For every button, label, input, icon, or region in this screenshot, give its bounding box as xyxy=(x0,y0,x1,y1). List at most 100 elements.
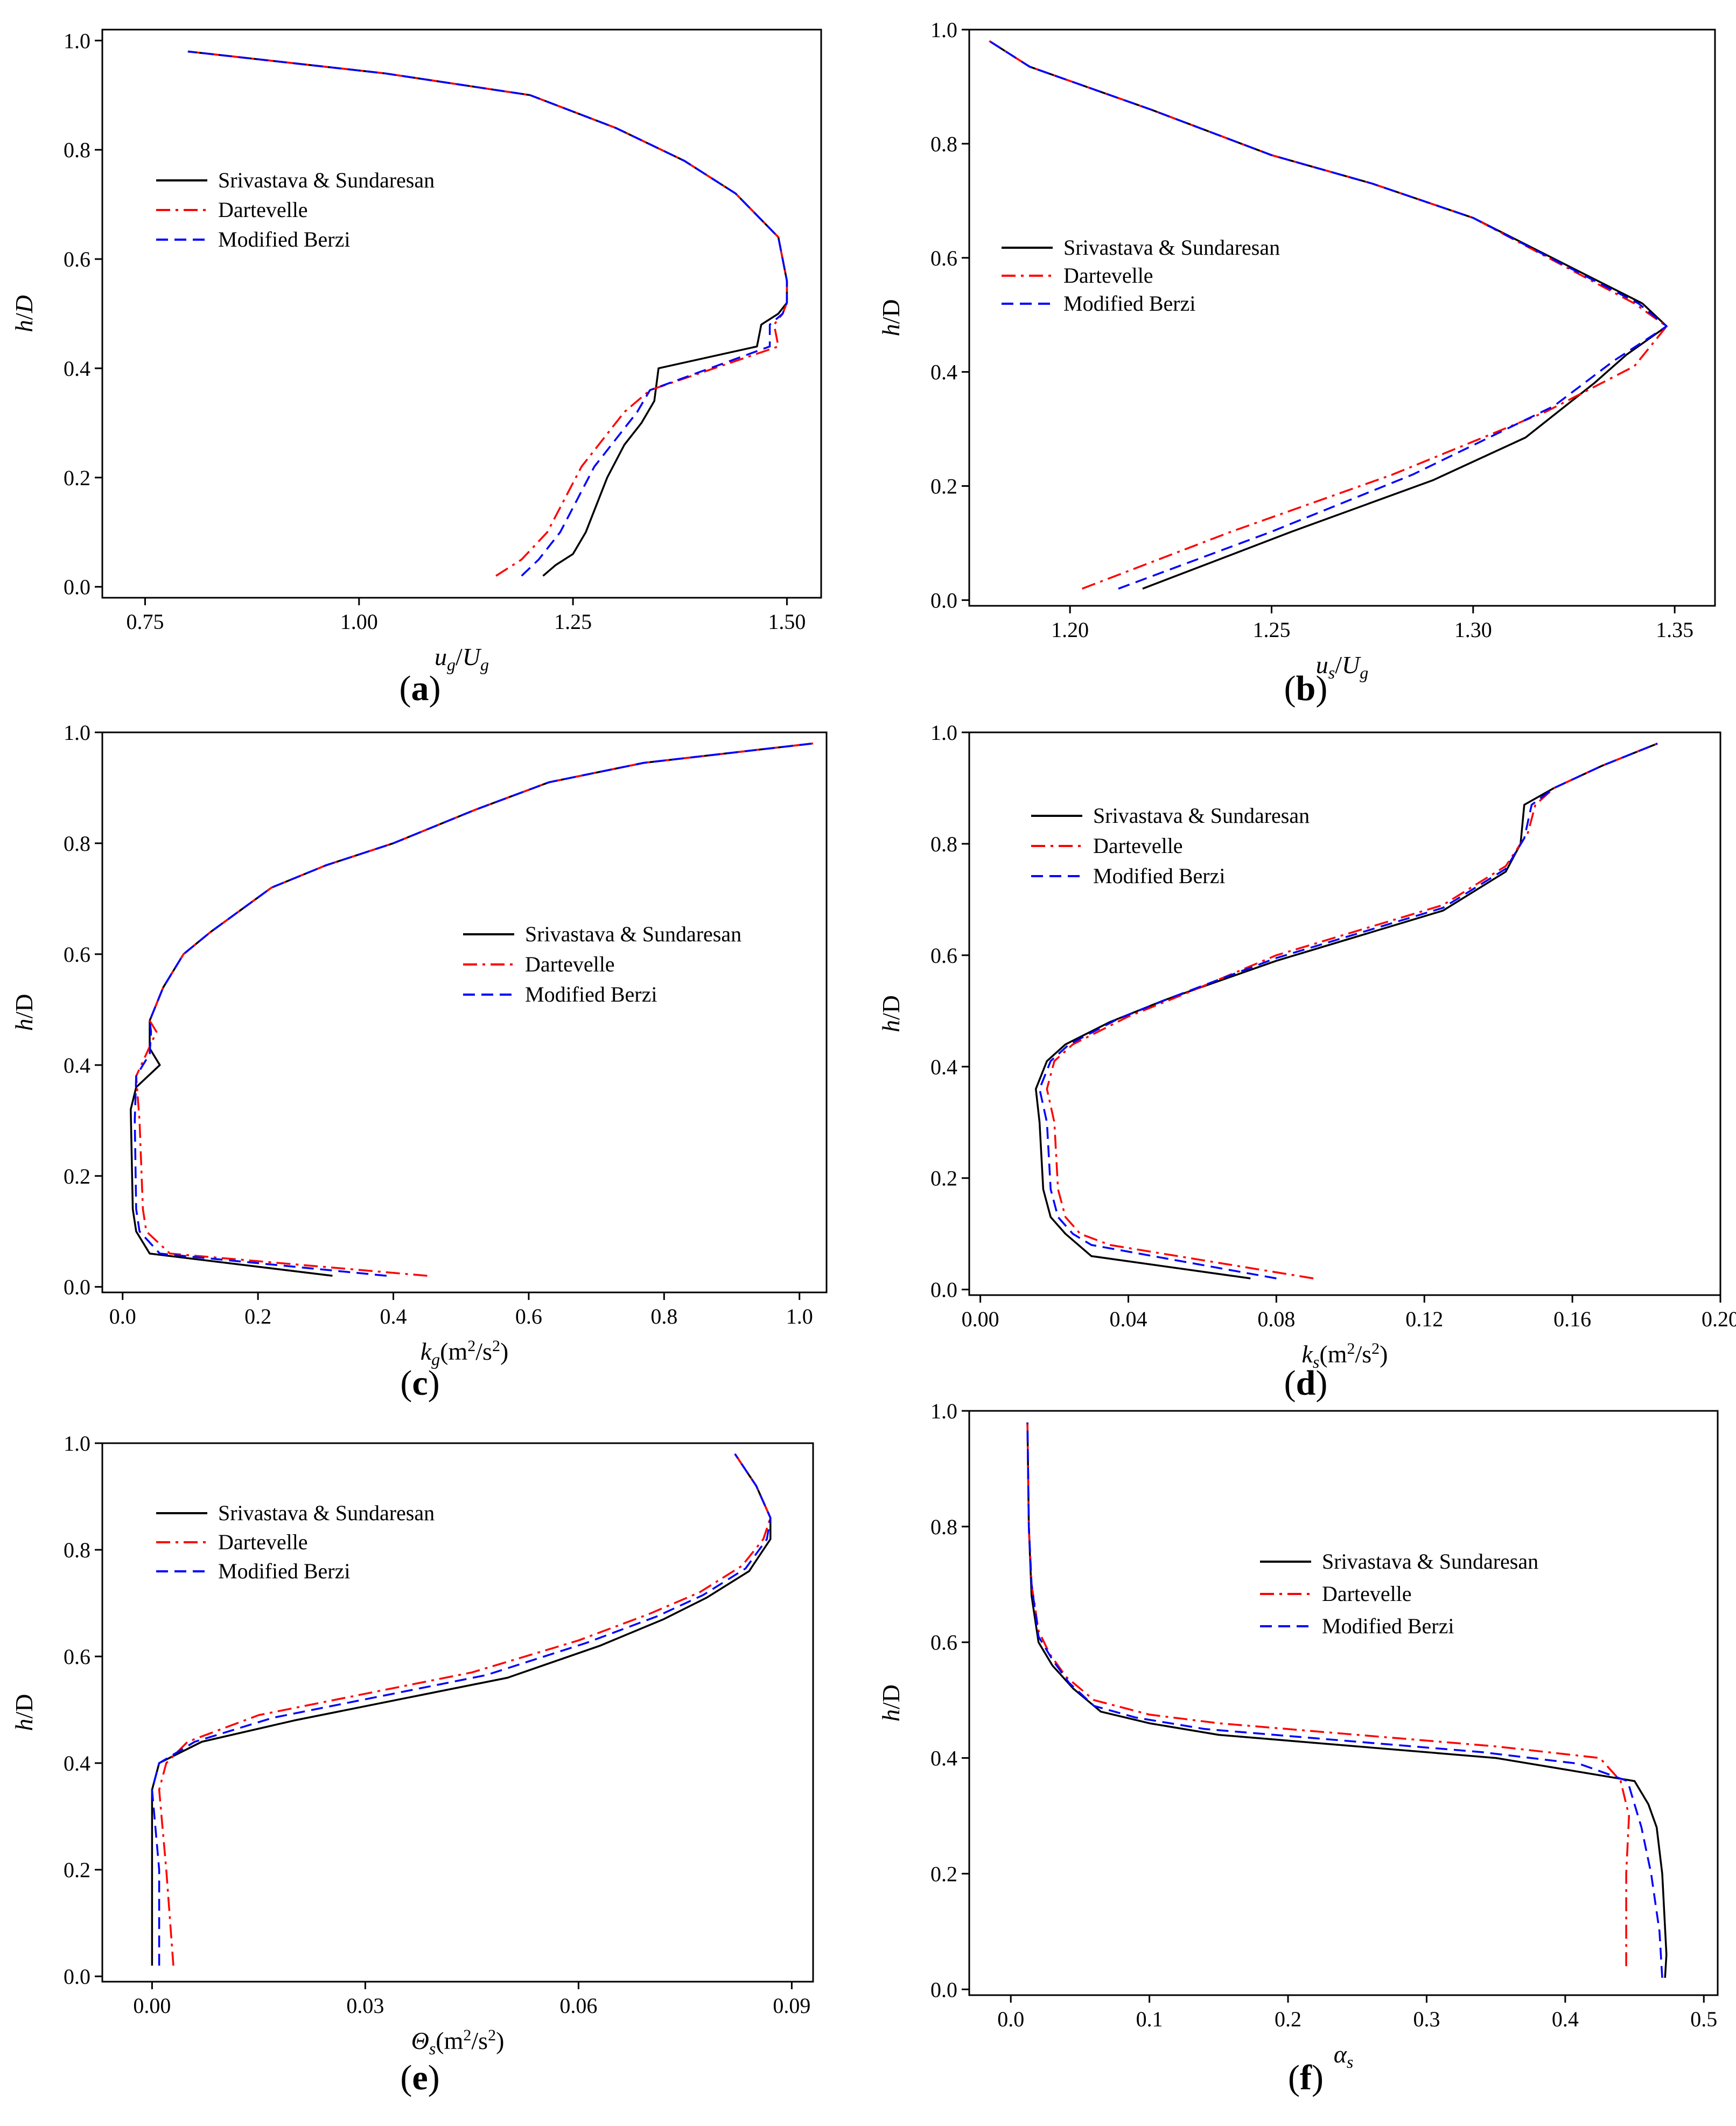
y-tick-label: 0.0 xyxy=(930,588,957,612)
chart-panel-d: 0.00 0.04 0.08 0.12 0.16 0.20 0.0 0.2 0.4 0.6 0.8 1… xyxy=(877,721,1736,1403)
y-tick-label: 0.4 xyxy=(64,1751,90,1775)
series-line-srivastava-sundaresan xyxy=(1034,743,1658,1279)
series-line-modified-berzi xyxy=(1026,1422,1663,1978)
y-tick-label: 0.2 xyxy=(64,466,90,490)
x-tick-label: 1.35 xyxy=(1656,618,1693,642)
y-tick-label: 0.6 xyxy=(930,1631,957,1655)
panel-label: (c) xyxy=(400,1363,439,1403)
y-tick-label: 0.6 xyxy=(64,1645,90,1669)
y-tick-label: 0.4 xyxy=(64,1053,90,1078)
series-line-modified-berzi xyxy=(151,1453,772,1966)
x-axis-title: ks(m2/s2) xyxy=(1302,1340,1388,1372)
x-tick-label: 0.06 xyxy=(559,1994,597,2018)
x-tick-label: 1.25 xyxy=(1252,618,1290,642)
plot-frame xyxy=(101,29,822,599)
x-tick-label: 0.0 xyxy=(997,2007,1024,2031)
legend-entry: Dartevelle xyxy=(1063,263,1153,288)
x-tick-label: 0.5 xyxy=(1690,2007,1717,2031)
plot-frame xyxy=(968,731,1721,1296)
legend-entry: Srivastava & Sundaresan xyxy=(1063,235,1280,260)
x-tick-label: 0.4 xyxy=(1552,2007,1579,2031)
series-line-dartevelle xyxy=(135,742,814,1277)
x-tick-label: 0.12 xyxy=(1405,1307,1443,1331)
legend-entry: Dartevelle xyxy=(525,952,615,976)
series-line-dartevelle xyxy=(158,1453,772,1966)
series-line-srivastava-sundaresan xyxy=(1026,1422,1668,1978)
legend-entry: Dartevelle xyxy=(1322,1582,1412,1606)
series-line-dartevelle xyxy=(187,50,788,577)
y-tick-label: 1.0 xyxy=(64,721,90,745)
y-tick-label: 0.6 xyxy=(930,943,957,968)
x-tick-label: 0.08 xyxy=(1257,1307,1295,1331)
x-tick-label: 0.00 xyxy=(133,1994,171,2018)
x-tick-label: 1.50 xyxy=(768,610,806,634)
y-axis-title: h/D xyxy=(10,994,38,1031)
x-tick-label: 0.20 xyxy=(1702,1307,1736,1331)
plot-frame xyxy=(101,731,828,1293)
x-tick-label: 1.30 xyxy=(1454,618,1492,642)
x-tick-label: 1.25 xyxy=(554,610,592,634)
y-tick-label: 0.2 xyxy=(930,474,957,499)
chart-panel-f: 0.0 0.1 0.2 0.3 0.4 0.5 0.0 0.2 0.4 0.6 0.8 1.0 αs h/… xyxy=(877,1399,1719,2097)
legend-entry: Srivastava & Sundaresan xyxy=(218,168,435,192)
x-tick-label: 0.04 xyxy=(1109,1307,1147,1331)
legend-entry: Srivastava & Sundaresan xyxy=(1093,803,1310,828)
chart-panel-a: 0.75 1.00 1.25 1.50 0.0 0.2 0.4 0.6 0.8 1.0 ug/Ug h… xyxy=(10,29,822,708)
x-tick-label: 0.1 xyxy=(1136,2007,1163,2031)
legend-entry: Srivastava & Sundaresan xyxy=(525,922,741,946)
plot-frame xyxy=(968,1410,1719,1996)
x-axis-title: αs xyxy=(1334,2040,1354,2072)
plot-frame xyxy=(101,1442,814,1983)
y-tick-label: 0.4 xyxy=(930,1055,957,1079)
y-tick-label: 0.8 xyxy=(930,132,957,156)
chart-panel-b: 1.20 1.25 1.30 1.35 0.0 0.2 0.4 0.6 0.8 1.0 us/Ug h… xyxy=(877,18,1716,708)
y-tick-label: 0.6 xyxy=(64,942,90,967)
x-tick-label: 1.00 xyxy=(340,610,378,634)
legend-entry: Modified Berzi xyxy=(218,227,351,251)
y-tick-label: 0.4 xyxy=(930,360,957,384)
y-tick-label: 1.0 xyxy=(64,29,90,53)
plot-frame xyxy=(968,29,1716,607)
x-tick-label: 0.3 xyxy=(1413,2007,1440,2031)
x-tick-label: 1.20 xyxy=(1051,618,1089,642)
y-tick-label: 0.0 xyxy=(930,1977,957,2002)
legend-entry: Dartevelle xyxy=(218,1530,308,1554)
y-tick-label: 0.2 xyxy=(930,1166,957,1191)
y-axis-title: h/D xyxy=(877,1684,905,1722)
y-axis-title: h/D xyxy=(10,1694,38,1731)
panel-label: (d) xyxy=(1284,1363,1328,1403)
y-tick-label: 0.2 xyxy=(64,1858,90,1882)
legend-entry: Modified Berzi xyxy=(1063,291,1196,316)
x-tick-label: 0.09 xyxy=(773,1994,810,2018)
y-tick-label: 1.0 xyxy=(64,1431,90,1456)
y-axis-title: h/D xyxy=(877,995,905,1032)
panel-label: (f) xyxy=(1288,2058,1324,2097)
y-tick-label: 1.0 xyxy=(930,18,957,42)
x-axis-title: us/Ug xyxy=(1316,651,1368,682)
x-tick-label: 0.00 xyxy=(962,1307,999,1331)
y-tick-label: 0.6 xyxy=(930,246,957,270)
panel-label: (e) xyxy=(400,2058,439,2097)
y-tick-label: 0.6 xyxy=(64,247,90,271)
x-axis-title: Θs(m2/s2) xyxy=(411,2026,505,2058)
x-tick-label: 0.4 xyxy=(380,1304,407,1328)
x-tick-label: 0.16 xyxy=(1553,1307,1591,1331)
panel-label: (b) xyxy=(1284,669,1328,708)
x-axis-title: kg(m2/s2) xyxy=(421,1337,509,1369)
y-tick-label: 1.0 xyxy=(930,721,957,745)
y-axis-title: h/D xyxy=(10,295,38,332)
legend-entry: Srivastava & Sundaresan xyxy=(218,1501,435,1525)
chart-panel-e: 0.00 0.03 0.06 0.09 0.0 0.2 0.4 0.6 0.8 1.0 Θs(m2/… xyxy=(10,1431,814,2097)
y-tick-label: 0.8 xyxy=(930,832,957,856)
series-line-srivastava-sundaresan xyxy=(187,50,788,577)
y-tick-label: 0.4 xyxy=(64,356,90,381)
series-line-dartevelle xyxy=(1026,1422,1630,1967)
y-tick-label: 0.8 xyxy=(64,831,90,856)
y-tick-label: 0.0 xyxy=(64,1964,90,1989)
series-line-modified-berzi xyxy=(989,40,1668,590)
y-tick-label: 0.0 xyxy=(64,1275,90,1299)
x-tick-label: 0.6 xyxy=(515,1304,542,1328)
legend-entry: Modified Berzi xyxy=(1093,864,1226,888)
y-tick-label: 0.4 xyxy=(930,1746,957,1771)
